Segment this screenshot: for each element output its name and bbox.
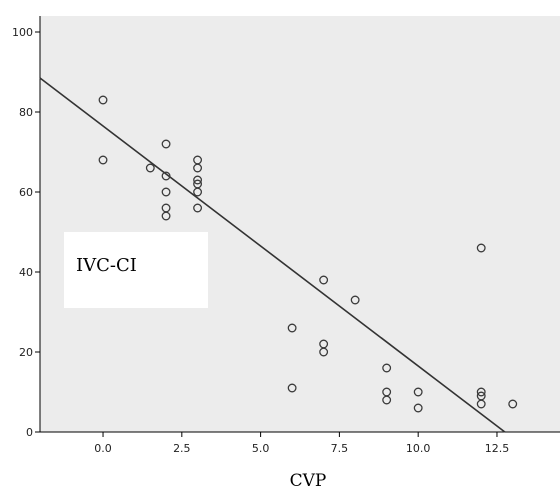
data-point — [476, 387, 486, 397]
data-point — [476, 399, 486, 409]
data-point — [161, 187, 171, 197]
data-point — [98, 95, 108, 105]
y-axis-label-box: IVC-CI — [64, 232, 208, 308]
data-point — [193, 175, 203, 185]
data-point — [98, 155, 108, 165]
data-point — [476, 243, 486, 253]
x-tick-label: 2.5 — [173, 442, 191, 455]
data-point — [161, 171, 171, 181]
data-point — [319, 275, 329, 285]
x-tick-label: 10.0 — [406, 442, 431, 455]
data-point — [161, 139, 171, 149]
data-point — [193, 163, 203, 173]
data-point — [193, 203, 203, 213]
data-point — [350, 295, 360, 305]
data-point — [145, 163, 155, 173]
data-point — [161, 211, 171, 221]
data-point — [287, 323, 297, 333]
data-point — [319, 347, 329, 357]
axis-ticks: 0.0 2.5 5.0 7.5 10.0 12.5 0 20 40 60 80 100 — [12, 26, 509, 455]
x-tick-label: 0.0 — [94, 442, 112, 455]
fit-line — [39, 77, 506, 433]
y-tick-label: 100 — [12, 26, 33, 39]
x-tick-label: 5.0 — [252, 442, 270, 455]
data-point — [287, 383, 297, 393]
data-point — [382, 395, 392, 405]
x-tick-label: 7.5 — [331, 442, 349, 455]
y-tick-label: 80 — [19, 106, 33, 119]
y-tick-label: 40 — [19, 266, 33, 279]
y-axis-label: IVC-CI — [76, 255, 137, 276]
data-point — [508, 399, 518, 409]
data-point — [193, 187, 203, 197]
y-tick-label: 0 — [26, 426, 33, 439]
y-tick-label: 60 — [19, 186, 33, 199]
data-point — [413, 403, 423, 413]
y-tick-label: 20 — [19, 346, 33, 359]
data-points — [98, 95, 518, 413]
data-point — [413, 387, 423, 397]
plot-area — [40, 16, 560, 432]
x-tick-label: 12.5 — [485, 442, 510, 455]
data-point — [382, 363, 392, 373]
x-axis-label: CVP — [289, 471, 327, 491]
